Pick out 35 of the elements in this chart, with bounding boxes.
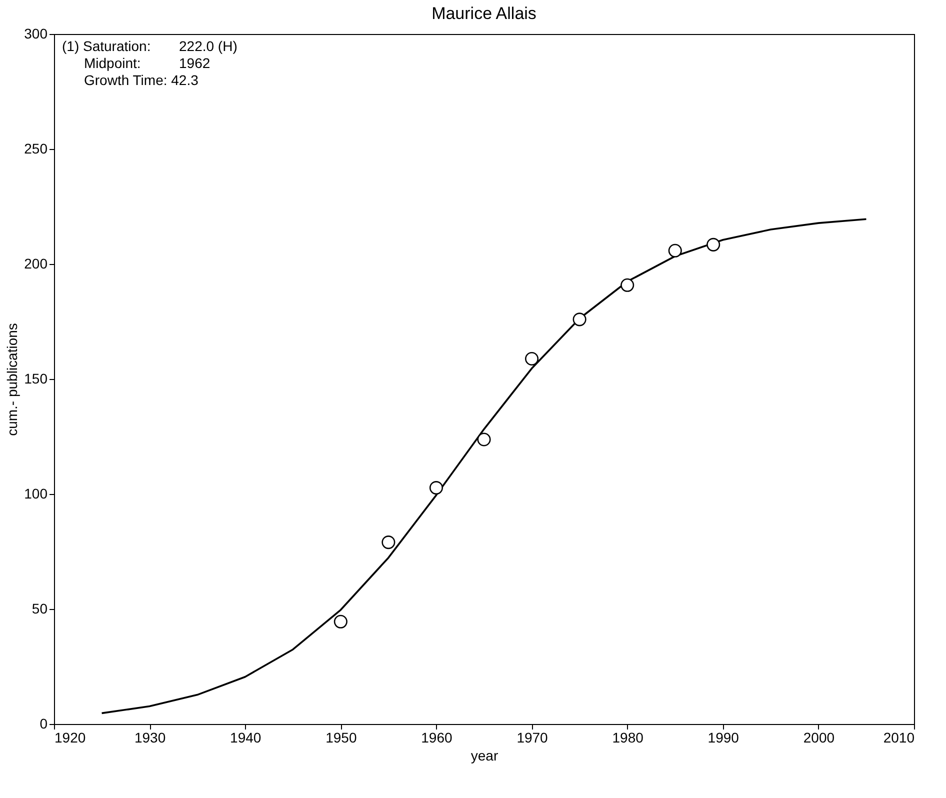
y-tick-label: 100 (24, 486, 48, 502)
x-tick-label: 1950 (326, 730, 357, 746)
point (525, 352, 539, 366)
y-tick-label: 200 (24, 256, 48, 272)
chart-title: Maurice Allais (432, 4, 536, 23)
annotation: Growth Time: 42.3 (84, 72, 199, 88)
x-tick-label: 1960 (421, 730, 453, 746)
annotation: 1962 (179, 55, 210, 71)
point (620, 278, 634, 292)
y-tick-label: 0 (40, 716, 48, 732)
x-tick-label: 1930 (134, 730, 166, 746)
x-tick-label: 1940 (230, 730, 262, 746)
x-tick-label: 1980 (612, 730, 644, 746)
line-series (100, 218, 868, 714)
x-axis-title: year (470, 748, 498, 764)
y-tick-label: 150 (24, 370, 48, 386)
annotation: Midpoint: (84, 55, 141, 71)
point (429, 481, 443, 495)
x-tick-label: 2000 (803, 730, 835, 746)
x-tick-label: 1970 (516, 730, 548, 746)
point (668, 244, 682, 258)
x-tick-label: 1990 (708, 730, 740, 746)
annotation: (1) Saturation: (62, 38, 151, 54)
point (382, 536, 396, 550)
point (706, 238, 720, 252)
x-tick-label: 1920 (54, 730, 86, 746)
y-tick-label: 50 (32, 600, 48, 616)
point (477, 432, 491, 446)
point (572, 312, 586, 326)
x-tick-label: 2010 (883, 730, 915, 746)
annotation: 222.0 (H) (179, 38, 238, 54)
point (334, 614, 348, 628)
y-tick-label: 250 (24, 140, 48, 156)
y-tick-label: 300 (24, 26, 48, 42)
y-axis-title: cum.- publications (4, 323, 20, 436)
